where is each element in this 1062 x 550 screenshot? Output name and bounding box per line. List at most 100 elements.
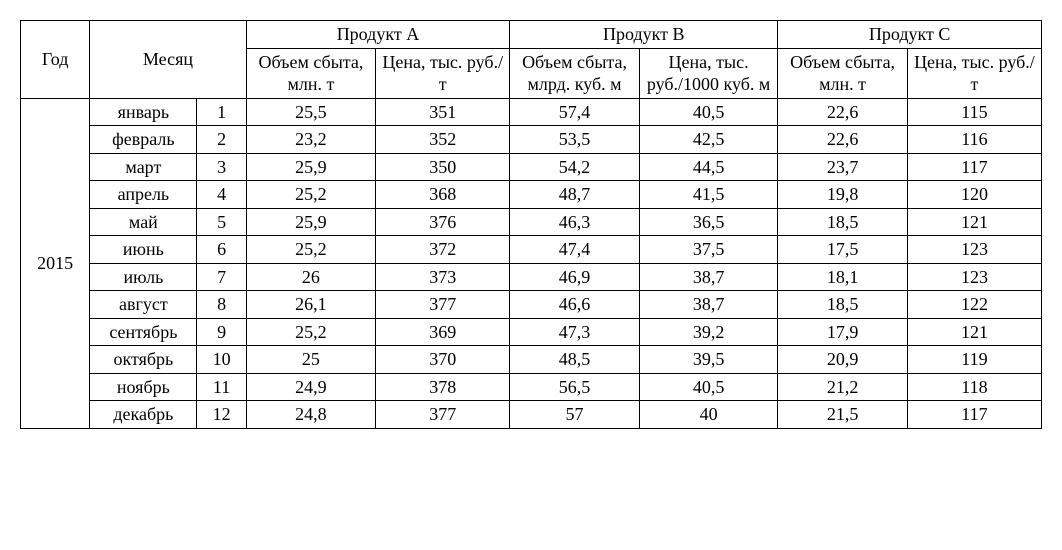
cell-b-price: 40,5 [639, 373, 778, 401]
cell-month-name: июль [90, 263, 197, 291]
cell-b-vol: 46,3 [510, 208, 640, 236]
cell-a-vol: 24,8 [246, 401, 376, 429]
table-row: май 5 25,9 376 46,3 36,5 18,5 121 [21, 208, 1042, 236]
cell-a-price: 376 [376, 208, 510, 236]
table-row: декабрь 12 24,8 377 57 40 21,5 117 [21, 401, 1042, 429]
cell-a-price: 370 [376, 346, 510, 374]
cell-c-vol: 19,8 [778, 181, 908, 209]
cell-c-vol: 18,1 [778, 263, 908, 291]
col-header-a-price: Цена, тыс. руб./т [376, 48, 510, 98]
col-header-b-price: Цена, тыс. руб./1000 куб. м [639, 48, 778, 98]
cell-c-price: 118 [907, 373, 1041, 401]
cell-month-name: апрель [90, 181, 197, 209]
cell-b-vol: 46,9 [510, 263, 640, 291]
cell-month-num: 7 [197, 263, 246, 291]
cell-b-vol: 46,6 [510, 291, 640, 319]
cell-a-vol: 25,2 [246, 236, 376, 264]
cell-a-vol: 24,9 [246, 373, 376, 401]
cell-b-vol: 57,4 [510, 98, 640, 126]
cell-b-price: 39,5 [639, 346, 778, 374]
cell-month-name: август [90, 291, 197, 319]
cell-b-price: 41,5 [639, 181, 778, 209]
cell-b-vol: 48,7 [510, 181, 640, 209]
cell-c-price: 117 [907, 401, 1041, 429]
cell-a-vol: 25,9 [246, 153, 376, 181]
col-header-year: Год [21, 21, 90, 99]
table-row: март 3 25,9 350 54,2 44,5 23,7 117 [21, 153, 1042, 181]
cell-a-price: 377 [376, 401, 510, 429]
table-row: апрель 4 25,2 368 48,7 41,5 19,8 120 [21, 181, 1042, 209]
cell-b-vol: 57 [510, 401, 640, 429]
col-header-product-a: Продукт А [246, 21, 510, 49]
cell-c-vol: 17,5 [778, 236, 908, 264]
cell-b-price: 38,7 [639, 291, 778, 319]
cell-a-price: 372 [376, 236, 510, 264]
cell-c-vol: 18,5 [778, 291, 908, 319]
cell-a-price: 373 [376, 263, 510, 291]
cell-c-price: 123 [907, 263, 1041, 291]
cell-b-vol: 54,2 [510, 153, 640, 181]
cell-month-num: 1 [197, 98, 246, 126]
cell-month-num: 2 [197, 126, 246, 154]
cell-month-name: март [90, 153, 197, 181]
col-header-product-b: Продукт В [510, 21, 778, 49]
cell-a-price: 377 [376, 291, 510, 319]
table-row: сентябрь 9 25,2 369 47,3 39,2 17,9 121 [21, 318, 1042, 346]
cell-month-num: 10 [197, 346, 246, 374]
cell-b-vol: 47,3 [510, 318, 640, 346]
cell-b-price: 39,2 [639, 318, 778, 346]
cell-a-vol: 25,2 [246, 181, 376, 209]
cell-a-price: 369 [376, 318, 510, 346]
cell-c-vol: 21,5 [778, 401, 908, 429]
cell-month-num: 4 [197, 181, 246, 209]
cell-b-price: 38,7 [639, 263, 778, 291]
cell-c-price: 121 [907, 208, 1041, 236]
cell-c-vol: 23,7 [778, 153, 908, 181]
cell-month-name: сентябрь [90, 318, 197, 346]
cell-c-vol: 22,6 [778, 98, 908, 126]
cell-month-num: 3 [197, 153, 246, 181]
col-header-month: Месяц [90, 21, 246, 99]
cell-b-price: 36,5 [639, 208, 778, 236]
table-header: Год Месяц Продукт А Продукт В Продукт С … [21, 21, 1042, 99]
cell-c-vol: 22,6 [778, 126, 908, 154]
cell-month-name: декабрь [90, 401, 197, 429]
cell-c-vol: 18,5 [778, 208, 908, 236]
table-row: февраль 2 23,2 352 53,5 42,5 22,6 116 [21, 126, 1042, 154]
cell-month-num: 9 [197, 318, 246, 346]
cell-b-vol: 47,4 [510, 236, 640, 264]
cell-c-vol: 17,9 [778, 318, 908, 346]
cell-c-price: 120 [907, 181, 1041, 209]
cell-month-num: 6 [197, 236, 246, 264]
cell-a-price: 378 [376, 373, 510, 401]
cell-b-vol: 53,5 [510, 126, 640, 154]
cell-year: 2015 [21, 98, 90, 428]
cell-c-price: 117 [907, 153, 1041, 181]
cell-month-name: октябрь [90, 346, 197, 374]
sales-data-table: Год Месяц Продукт А Продукт В Продукт С … [20, 20, 1042, 429]
cell-month-num: 5 [197, 208, 246, 236]
cell-b-vol: 56,5 [510, 373, 640, 401]
cell-c-price: 119 [907, 346, 1041, 374]
table-row: октябрь 10 25 370 48,5 39,5 20,9 119 [21, 346, 1042, 374]
cell-b-price: 44,5 [639, 153, 778, 181]
cell-b-price: 42,5 [639, 126, 778, 154]
cell-a-vol: 23,2 [246, 126, 376, 154]
cell-month-name: февраль [90, 126, 197, 154]
col-header-b-volume: Объем сбыта, млрд. куб. м [510, 48, 640, 98]
table-row: ноябрь 11 24,9 378 56,5 40,5 21,2 118 [21, 373, 1042, 401]
cell-b-vol: 48,5 [510, 346, 640, 374]
cell-c-price: 116 [907, 126, 1041, 154]
cell-b-price: 40 [639, 401, 778, 429]
cell-a-price: 368 [376, 181, 510, 209]
cell-a-price: 352 [376, 126, 510, 154]
col-header-c-price: Цена, тыс. руб./т [907, 48, 1041, 98]
cell-a-vol: 26,1 [246, 291, 376, 319]
cell-month-name: январь [90, 98, 197, 126]
cell-c-price: 121 [907, 318, 1041, 346]
cell-a-vol: 25,2 [246, 318, 376, 346]
cell-a-price: 351 [376, 98, 510, 126]
cell-c-price: 122 [907, 291, 1041, 319]
cell-month-name: ноябрь [90, 373, 197, 401]
cell-c-price: 123 [907, 236, 1041, 264]
